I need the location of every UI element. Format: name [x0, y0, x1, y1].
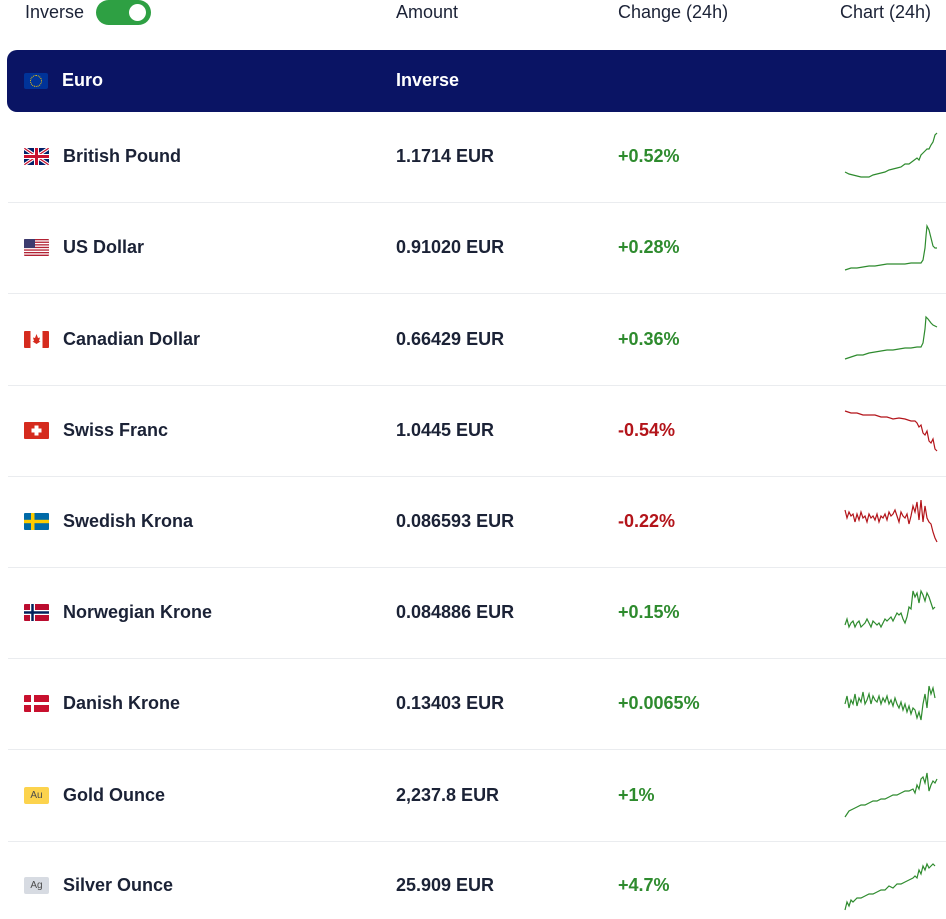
currency-amount: 0.13403 EUR [396, 693, 505, 713]
base-currency-row[interactable]: Euro Inverse [7, 50, 946, 119]
ch-flag-icon [24, 422, 49, 439]
change-value: +4.7% [618, 875, 670, 895]
currency-name: Swiss Franc [63, 420, 169, 440]
sparkline-chart[interactable] [843, 765, 943, 825]
sparkline-chart[interactable] [843, 309, 943, 369]
change-value: -0.22% [618, 511, 676, 531]
inverse-label: Inverse [25, 2, 85, 22]
dk-flag-icon [24, 695, 49, 712]
currency-amount: 1.1714 EUR [396, 146, 495, 166]
currency-name: Canadian Dollar [63, 329, 201, 349]
currency-amount: 0.084886 EUR [396, 602, 515, 622]
change-value: -0.54% [618, 420, 676, 440]
table-row[interactable]: Ag Silver Ounce 25.909 EUR +4.7% [8, 842, 946, 919]
sparkline-chart[interactable] [843, 218, 943, 278]
silver-icon: Ag [24, 877, 49, 894]
table-row[interactable]: Canadian Dollar 0.66429 EUR +0.36% [8, 294, 946, 386]
base-currency-name: Euro [62, 70, 104, 90]
base-amount-label: Inverse [396, 70, 460, 90]
us-flag-icon [24, 239, 49, 256]
sparkline-chart[interactable] [843, 127, 943, 187]
currency-name: Swedish Krona [63, 511, 194, 531]
notch-indicator [395, 112, 407, 119]
table-row[interactable]: British Pound 1.1714 EUR +0.52% [8, 112, 946, 203]
currency-name: Gold Ounce [63, 785, 166, 805]
currency-amount: 0.91020 EUR [396, 237, 505, 257]
table-row[interactable]: Au Gold Ounce 2,237.8 EUR +1% [8, 750, 946, 842]
sparkline-chart[interactable] [843, 674, 943, 734]
sparkline-chart[interactable] [843, 856, 943, 916]
change-value: +0.0065% [618, 693, 700, 713]
currency-name: British Pound [63, 146, 181, 166]
chart-column-header: Chart (24h) [840, 2, 932, 22]
eu-flag-icon [24, 73, 48, 89]
change-value: +0.15% [618, 602, 680, 622]
change-value: +0.52% [618, 146, 680, 166]
inverse-toggle[interactable] [96, 0, 151, 25]
gb-flag-icon [24, 148, 49, 165]
change-value: +0.36% [618, 329, 680, 349]
table-row[interactable]: Swiss Franc 1.0445 EUR -0.54% [8, 386, 946, 477]
no-flag-icon [24, 604, 49, 621]
currency-amount: 25.909 EUR [396, 875, 495, 895]
change-value: +0.28% [618, 237, 680, 257]
currency-amount: 0.66429 EUR [396, 329, 505, 349]
currency-amount: 1.0445 EUR [396, 420, 495, 440]
table-row[interactable]: US Dollar 0.91020 EUR +0.28% [8, 203, 946, 294]
change-value: +1% [618, 785, 655, 805]
sparkline-chart[interactable] [843, 583, 943, 643]
sparkline-chart[interactable] [843, 492, 943, 552]
table-row[interactable]: Danish Krone 0.13403 EUR +0.0065% [8, 659, 946, 750]
ca-flag-icon [24, 331, 49, 348]
table-row[interactable]: Norwegian Krone 0.084886 EUR +0.15% [8, 568, 946, 659]
gold-icon: Au [24, 787, 49, 804]
se-flag-icon [24, 513, 49, 530]
currency-amount: 0.086593 EUR [396, 511, 515, 531]
currency-name: Danish Krone [63, 693, 181, 713]
table-header: Inverse Amount Change (24h) Chart (24h) [0, 0, 946, 26]
amount-column-header: Amount [396, 2, 459, 22]
table-row[interactable]: Swedish Krona 0.086593 EUR -0.22% [8, 477, 946, 568]
sparkline-chart[interactable] [843, 401, 943, 461]
currency-name: US Dollar [63, 237, 145, 257]
currency-name: Norwegian Krone [63, 602, 213, 622]
toggle-knob [129, 4, 146, 21]
currency-name: Silver Ounce [63, 875, 174, 895]
change-column-header: Change (24h) [618, 2, 729, 22]
currency-amount: 2,237.8 EUR [396, 785, 500, 805]
